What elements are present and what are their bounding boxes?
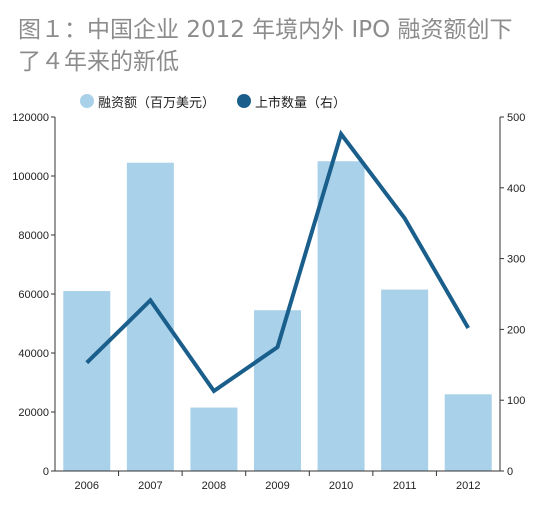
y-right-tick-label-400: 400 xyxy=(507,183,525,195)
x-tick-label-2009: 2009 xyxy=(265,480,289,492)
title-line-2: 了４年来的新低 xyxy=(18,49,179,75)
y-right-tick-label-0: 0 xyxy=(507,466,513,478)
y-left-tick-label-60000: 60000 xyxy=(18,289,49,301)
legend-swatch-listings xyxy=(237,94,252,108)
y-left-tick-label-80000: 80000 xyxy=(18,230,49,242)
legend-swatch-funding xyxy=(80,94,94,108)
y-right-tick-label-500: 500 xyxy=(507,112,525,124)
y-right-tick-label-300: 300 xyxy=(507,254,525,266)
bar-2010 xyxy=(317,161,365,471)
x-tick-label-2011: 2011 xyxy=(393,480,417,492)
bar-2012 xyxy=(444,394,492,471)
bar-2006 xyxy=(63,291,111,471)
bar-2009 xyxy=(254,310,301,471)
x-tick-label-2012: 2012 xyxy=(456,480,480,492)
x-tick-label-2008: 2008 xyxy=(202,480,226,492)
y-right-tick-label-100: 100 xyxy=(507,395,525,407)
x-tick-label-2006: 2006 xyxy=(75,480,99,492)
legend-item-listings: 上市数量（右） xyxy=(237,92,346,111)
y-left-tick-label-40000: 40000 xyxy=(18,348,49,360)
chart-legend: 融资额（百万美元） 上市数量（右） xyxy=(80,90,346,112)
chart-title: 图１：中国企业 2012 年境内外 IPO 融资额创下 了４年来的新低 xyxy=(18,14,538,78)
y-right-tick-label-200: 200 xyxy=(507,324,525,336)
legend-label-listings: 上市数量（右） xyxy=(255,95,347,111)
x-tick-label-2010: 2010 xyxy=(329,480,353,492)
bar-2011 xyxy=(381,289,429,471)
y-left-tick-label-120000: 120000 xyxy=(12,112,49,124)
line-series-listings xyxy=(85,129,470,394)
y-left-tick-label-100000: 100000 xyxy=(12,171,49,183)
y-left-tick-label-20000: 20000 xyxy=(18,407,49,419)
y-left-tick-label-0: 0 xyxy=(43,466,49,478)
title-line-1: 图１：中国企业 2012 年境内外 IPO 融资额创下 xyxy=(18,17,513,43)
x-tick-label-2007: 2007 xyxy=(138,480,162,492)
legend-item-funding: 融资额（百万美元） xyxy=(80,92,215,111)
legend-label-funding: 融资额（百万美元） xyxy=(98,95,216,111)
bar-2008 xyxy=(190,407,238,471)
